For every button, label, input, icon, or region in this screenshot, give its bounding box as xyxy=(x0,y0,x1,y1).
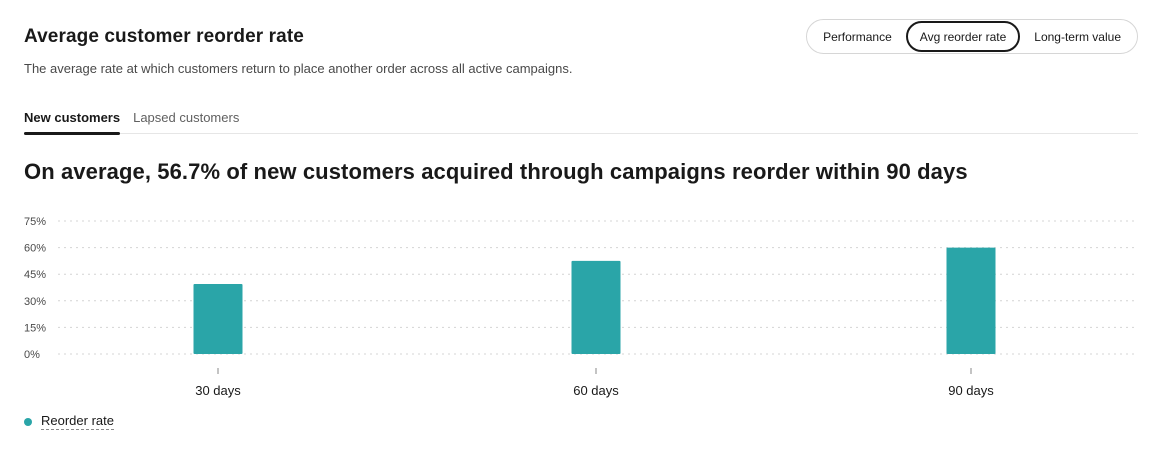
page-title: Average customer reorder rate xyxy=(24,26,304,47)
chart-headline: On average, 56.7% of new customers acqui… xyxy=(24,159,968,184)
segment-long-term-value[interactable]: Long-term value xyxy=(1034,29,1121,44)
tab-lapsed-customers[interactable]: Lapsed customers xyxy=(133,110,240,125)
bar-60-days[interactable] xyxy=(571,260,621,354)
segment-avg-reorder-rate[interactable]: Avg reorder rate xyxy=(905,21,1021,52)
y-tick-label: 30% xyxy=(24,296,46,308)
x-tick-label: 60 days xyxy=(573,383,619,398)
y-tick-label: 60% xyxy=(24,243,46,255)
tab-new-customers[interactable]: New customers xyxy=(24,110,121,135)
y-tick-label: 15% xyxy=(24,322,46,334)
chart-header: Average customer reorder rate xyxy=(24,26,304,48)
legend-label-reorder-rate[interactable]: Reorder rate xyxy=(41,413,114,430)
bar-30-days[interactable] xyxy=(193,283,243,354)
bar-90-days[interactable] xyxy=(946,247,996,354)
chart-legend: Reorder rate xyxy=(24,413,114,430)
segment-performance[interactable]: Performance xyxy=(823,29,892,44)
x-tick-label: 90 days xyxy=(948,383,994,398)
x-tick-label: 30 days xyxy=(195,383,241,398)
reorder-rate-bar-chart: 0% 15% 30% 45% 60% 75% 30 days 60 days 90 days xyxy=(24,216,1138,398)
y-tick-label: 75% xyxy=(24,216,46,228)
metric-segmented-control: Performance Avg reorder rate Long-term v… xyxy=(806,19,1138,54)
customer-tabs: New customers Lapsed customers xyxy=(24,110,1138,135)
legend-dot-icon xyxy=(24,417,32,426)
y-tick-label: 45% xyxy=(24,269,46,281)
y-tick-label: 0% xyxy=(24,349,40,361)
page-subtitle: The average rate at which customers retu… xyxy=(24,61,573,76)
